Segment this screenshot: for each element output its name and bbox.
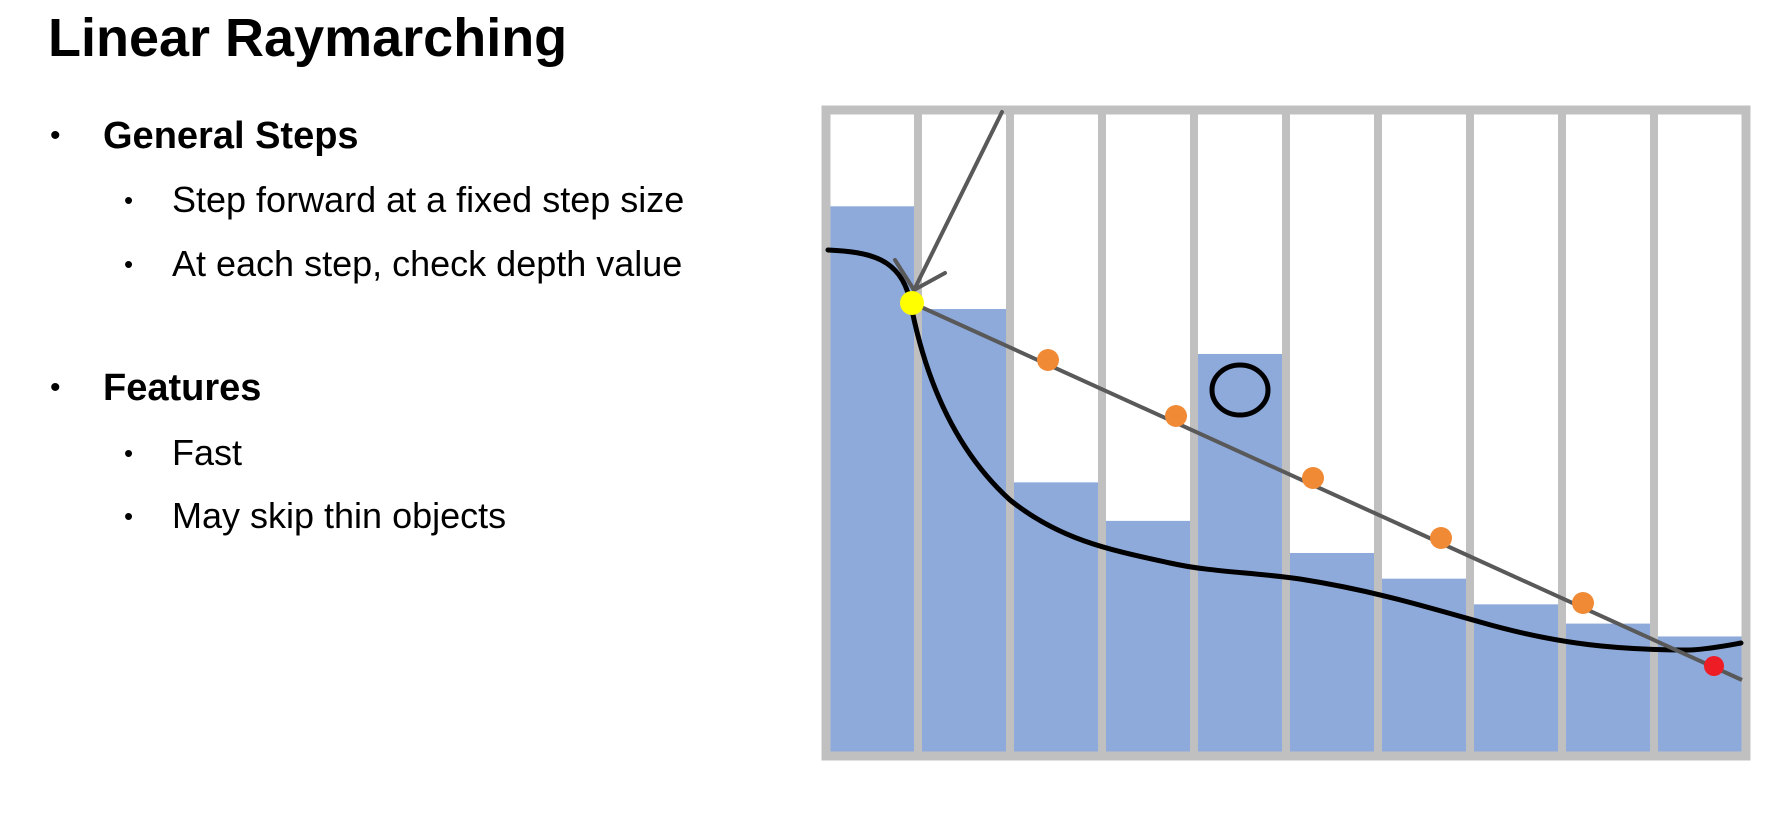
slide-title: Linear Raymarching (48, 8, 568, 68)
start-point (900, 291, 924, 315)
bullet-icon: • (50, 119, 61, 152)
bullet-item-step-forward: • Step forward at a fixed step size (124, 179, 685, 220)
thin-object-marker (1209, 362, 1271, 418)
step-markers (1037, 349, 1594, 614)
section-heading-general-steps: • General Steps (50, 114, 359, 157)
depth-column-8 (1470, 604, 1562, 752)
depth-column-3 (1010, 482, 1102, 752)
bullet-icon: • (124, 437, 134, 468)
depth-column-5 (1194, 353, 1286, 752)
hit-point (1704, 656, 1724, 676)
bullet-icon: • (124, 500, 134, 531)
step-point-5 (1572, 592, 1594, 614)
arrowhead-icon (893, 258, 947, 292)
bullet-icon: • (50, 371, 61, 404)
bullet-icon: • (124, 184, 134, 215)
depth-column-10 (1654, 636, 1746, 752)
depth-column-4 (1102, 520, 1194, 752)
scene-surface-curve (825, 247, 1744, 653)
bullet-item-skip-thin-objects: • May skip thin objects (124, 495, 507, 536)
step-point-1 (1037, 349, 1059, 371)
bullet-icon: • (124, 248, 134, 279)
step-point-3 (1302, 467, 1324, 489)
incoming-ray-arrow (912, 110, 1004, 292)
bullet-item-fast: • Fast (124, 432, 243, 473)
step-point-2 (1165, 405, 1187, 427)
bullet-item-check-depth: • At each step, check depth value (124, 243, 683, 284)
step-point-4 (1430, 527, 1452, 549)
section-heading-features: • Features (50, 366, 262, 409)
